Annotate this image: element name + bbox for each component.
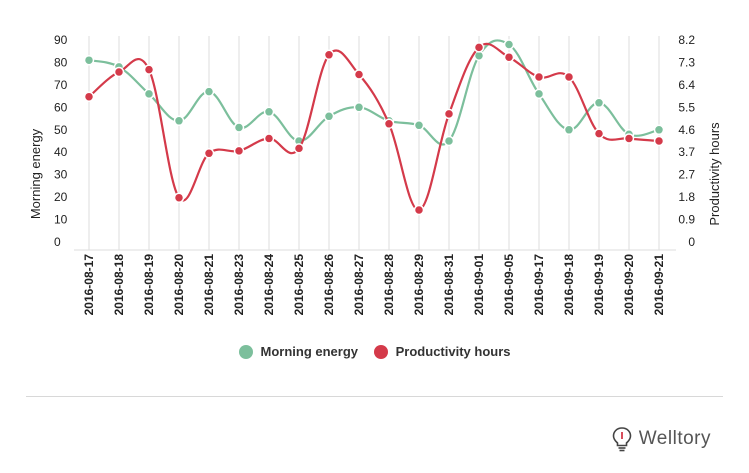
legend-item-productivity-hours[interactable]: Productivity hours	[373, 344, 511, 359]
data-point-morning-energy[interactable]	[413, 120, 425, 131]
legend-label-productivity-hours: Productivity hours	[395, 344, 511, 359]
x-tick-label: 2016-08-19	[142, 254, 156, 316]
data-point-morning-energy[interactable]	[563, 124, 575, 136]
data-point-productivity-hours[interactable]	[323, 49, 335, 61]
data-point-productivity-hours[interactable]	[293, 143, 305, 154]
data-point-morning-energy[interactable]	[503, 39, 515, 50]
data-point-productivity-hours[interactable]	[233, 145, 245, 157]
y-left-tick-label: 40	[54, 145, 68, 159]
x-tick-label: 2016-09-17	[532, 254, 546, 316]
data-point-productivity-hours[interactable]	[143, 64, 155, 75]
legend-item-morning-energy[interactable]: Morning energy	[238, 344, 359, 359]
x-tick-label: 2016-08-29	[412, 254, 426, 316]
x-tick-label: 2016-09-19	[592, 254, 606, 316]
x-tick-label: 2016-09-01	[472, 254, 486, 316]
brand-logo: Welltory	[611, 426, 711, 452]
chart: 90 80 70 60 50 40 30 20 10 0 8.2 7.3 6.4 5.5 4.6 3.7 2.…	[28, 33, 722, 316]
y-right-axis: 8.2 7.3 6.4 5.5 4.6 3.7 2.7 1.8 0.9 0	[678, 33, 695, 249]
y-right-tick-label: 4.6	[678, 123, 695, 137]
y-left-axis: 90 80 70 60 50 40 30 20 10 0	[54, 33, 68, 249]
legend-label-morning-energy: Morning energy	[260, 344, 359, 359]
series-morning-energy	[83, 39, 665, 147]
data-point-productivity-hours[interactable]	[653, 135, 665, 147]
series-productivity-hours	[83, 42, 665, 216]
x-tick-label: 2016-09-05	[502, 254, 516, 316]
x-tick-label: 2016-08-23	[232, 254, 246, 316]
data-point-morning-energy[interactable]	[173, 115, 185, 127]
data-point-productivity-hours[interactable]	[413, 204, 425, 216]
data-point-morning-energy[interactable]	[263, 106, 275, 118]
data-point-productivity-hours[interactable]	[383, 118, 395, 130]
y-left-tick-label: 20	[54, 190, 68, 204]
data-point-morning-energy[interactable]	[593, 97, 605, 109]
data-point-productivity-hours[interactable]	[473, 42, 485, 53]
y-left-tick-label: 30	[54, 168, 68, 182]
x-tick-label: 2016-08-25	[292, 254, 306, 316]
x-tick-label: 2016-08-17	[82, 254, 96, 316]
footer-divider	[26, 396, 723, 397]
data-point-productivity-hours[interactable]	[623, 133, 635, 144]
x-tick-label: 2016-08-18	[112, 254, 126, 316]
x-tick-label: 2016-08-20	[172, 254, 186, 316]
y-right-tick-label: 6.4	[678, 78, 695, 92]
y-right-tick-label: 3.7	[678, 145, 695, 159]
y-right-tick-label: 0.9	[678, 213, 695, 227]
data-point-morning-energy[interactable]	[443, 135, 455, 147]
data-point-productivity-hours[interactable]	[203, 148, 215, 159]
y-left-tick-label: 0	[54, 235, 61, 249]
data-point-productivity-hours[interactable]	[443, 108, 455, 120]
data-point-morning-energy[interactable]	[143, 88, 155, 100]
y-left-tick-label: 60	[54, 100, 68, 114]
y-left-tick-label: 10	[54, 213, 68, 227]
x-tick-label: 2016-08-24	[262, 254, 276, 316]
data-point-productivity-hours[interactable]	[113, 66, 125, 78]
data-point-productivity-hours[interactable]	[173, 192, 185, 203]
chart-grid	[88, 36, 660, 250]
data-point-morning-energy[interactable]	[533, 88, 545, 100]
x-axis-labels: 2016-08-17 2016-08-18 2016-08-19 2016-08-20…	[82, 254, 666, 316]
x-tick-label: 2016-09-18	[562, 254, 576, 316]
y-left-axis-title: Morning energy	[28, 128, 43, 219]
y-left-tick-label: 80	[54, 55, 68, 69]
data-point-productivity-hours[interactable]	[563, 71, 575, 83]
data-point-productivity-hours[interactable]	[83, 91, 95, 102]
lightbulb-icon	[612, 427, 632, 452]
legend-swatch-morning-energy	[238, 344, 253, 359]
data-point-productivity-hours[interactable]	[263, 133, 275, 144]
y-left-tick-label: 50	[54, 123, 68, 137]
data-point-morning-energy[interactable]	[83, 54, 95, 66]
data-point-productivity-hours[interactable]	[533, 71, 545, 83]
data-point-morning-energy[interactable]	[233, 122, 245, 133]
x-tick-label: 2016-09-20	[622, 254, 636, 316]
data-point-morning-energy[interactable]	[653, 124, 665, 136]
chart-series	[83, 39, 665, 216]
data-point-productivity-hours[interactable]	[503, 51, 515, 63]
y-right-tick-label: 1.8	[678, 190, 695, 204]
x-tick-label: 2016-08-26	[322, 254, 336, 316]
data-point-morning-energy[interactable]	[353, 102, 365, 113]
data-point-morning-energy[interactable]	[323, 111, 335, 122]
y-right-axis-title: Productivity hours	[707, 122, 722, 226]
x-tick-label: 2016-08-31	[442, 254, 456, 316]
data-point-productivity-hours[interactable]	[593, 128, 605, 139]
series-line-productivity-hours	[88, 42, 660, 212]
data-point-productivity-hours[interactable]	[353, 69, 365, 80]
x-tick-label: 2016-08-21	[202, 254, 216, 316]
y-right-tick-label: 2.7	[678, 168, 695, 182]
data-point-morning-energy[interactable]	[203, 86, 215, 97]
x-tick-label: 2016-08-27	[352, 254, 366, 316]
legend-swatch-productivity-hours	[373, 344, 388, 359]
brand-name: Welltory	[638, 428, 711, 449]
y-right-tick-label: 8.2	[678, 33, 695, 47]
y-left-tick-label: 90	[54, 33, 68, 47]
x-tick-label: 2016-09-21	[652, 254, 666, 316]
y-left-tick-label: 70	[54, 78, 68, 92]
y-right-tick-label: 0	[688, 235, 695, 249]
y-right-tick-label: 5.5	[678, 100, 695, 114]
chart-legend: Morning energy Productivity hours	[0, 344, 749, 362]
y-right-tick-label: 7.3	[678, 55, 695, 69]
x-tick-label: 2016-08-28	[382, 254, 396, 316]
